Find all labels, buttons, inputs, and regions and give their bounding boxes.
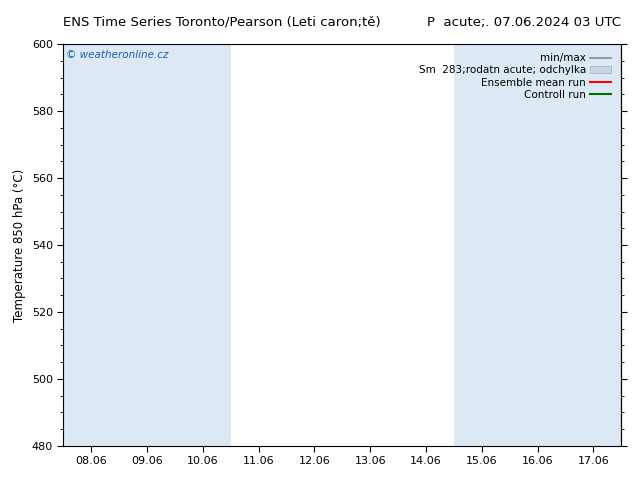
- Legend: min/max, Sm  283;rodatn acute; odchylka, Ensemble mean run, Controll run: min/max, Sm 283;rodatn acute; odchylka, …: [417, 51, 613, 102]
- Y-axis label: Temperature 850 hPa (°C): Temperature 850 hPa (°C): [13, 169, 26, 321]
- Bar: [510, 44, 566, 446]
- Bar: [63, 44, 119, 446]
- Bar: [454, 44, 510, 446]
- Bar: [119, 44, 175, 446]
- Text: P  acute;. 07.06.2024 03 UTC: P acute;. 07.06.2024 03 UTC: [427, 16, 621, 28]
- Text: ENS Time Series Toronto/Pearson (Leti caron;tě): ENS Time Series Toronto/Pearson (Leti ca…: [63, 16, 381, 28]
- Bar: [566, 44, 621, 446]
- Text: © weatheronline.cz: © weatheronline.cz: [66, 50, 169, 60]
- Bar: [175, 44, 231, 446]
